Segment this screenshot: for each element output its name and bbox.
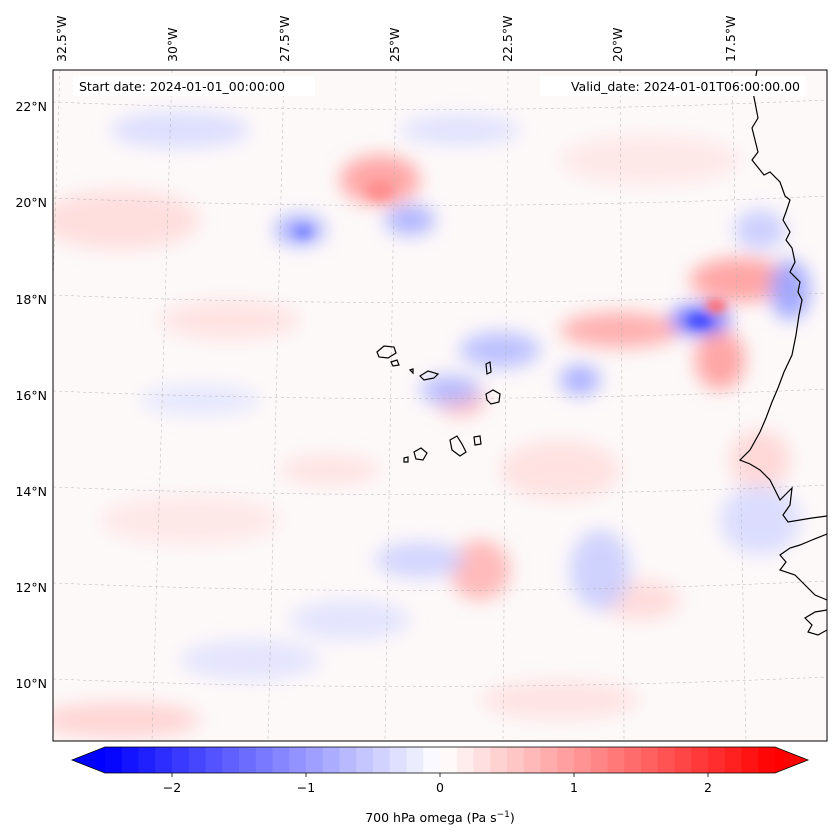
colorbar-segment [188, 747, 207, 773]
colorbar-segment [557, 747, 575, 773]
lat-label-18n: 18°N [15, 292, 47, 307]
colorbar-segment [373, 747, 391, 773]
colorbar-segment [239, 747, 257, 773]
island-maio [473, 435, 482, 446]
african-coastline [738, 70, 827, 523]
colorbar-segment [691, 747, 709, 773]
colorbar-segment [339, 747, 357, 773]
omega-field [53, 112, 810, 738]
colorbar-segment [641, 747, 659, 773]
coastline-south [779, 533, 827, 601]
lat-label-12n: 12°N [15, 580, 47, 595]
colorbar-segment [222, 747, 240, 773]
colorbar-tick-label: 0 [436, 780, 444, 795]
island-santiago [449, 435, 467, 457]
valid-date-box [540, 76, 806, 96]
colorbar-tick-label: −1 [297, 780, 315, 795]
colorbar-segment [423, 747, 441, 773]
latitude-labels: 22°N 20°N 18°N 16°N 14°N 12°N 10°N [15, 99, 47, 691]
colorbar-tick-label: 1 [570, 780, 578, 795]
start-date-text: Start date: 2024-01-01_00:00:00 [79, 79, 285, 94]
colorbar-segment [255, 747, 274, 773]
island-sal [485, 361, 492, 375]
colorbar-outline [70, 746, 810, 774]
gridlines [53, 70, 827, 741]
lat-label-14n: 14°N [15, 484, 47, 499]
colorbar-segment [389, 747, 408, 773]
colorbar-extend-min [72, 747, 105, 773]
colorbar-segment [590, 747, 609, 773]
colorbar-segment [406, 747, 424, 773]
colorbar-segment [272, 747, 290, 773]
valid-date-text: Valid_date: 2024-01-01T06:00:00.00 [571, 79, 800, 94]
colorbar-segment [490, 747, 508, 773]
map-frame [52, 69, 828, 742]
colorbar-tick-label: 2 [704, 780, 712, 795]
colorbar-segment [523, 747, 542, 773]
lon-label-32-5w: 32.5°W [54, 16, 69, 62]
lon-label-27-5w: 27.5°W [277, 16, 292, 62]
island-sao-nicolau [419, 370, 440, 381]
colorbar-segment [607, 747, 625, 773]
coastline-guinea [804, 609, 827, 636]
colorbar-extend-max [775, 747, 808, 773]
colorbar-segment [205, 747, 223, 773]
colorbar-segment [121, 747, 140, 773]
lon-label-25w: 25°W [387, 27, 402, 62]
colorbar-segment [473, 747, 491, 773]
island-brava [403, 456, 409, 463]
lon-label-20w: 20°W [610, 27, 625, 62]
colorbar-segment [624, 747, 642, 773]
island-santo-antao [376, 345, 397, 359]
colorbar-segment [456, 747, 475, 773]
lat-label-22n: 22°N [15, 99, 47, 114]
colorbar-segment [674, 747, 692, 773]
colorbar-segment [155, 747, 173, 773]
lat-label-16n: 16°N [15, 388, 47, 403]
colorbar-segment [289, 747, 307, 773]
island-boa-vista [485, 389, 501, 405]
colorbar-segment [540, 747, 558, 773]
lon-label-30w: 30°W [165, 27, 180, 62]
colorbar-segment [440, 747, 458, 773]
colorbar-segment [105, 747, 123, 773]
omega-field-cores [294, 180, 726, 327]
lat-label-20n: 20°N [15, 195, 47, 210]
colorbar-segment [574, 747, 592, 773]
colorbar-segment [138, 747, 156, 773]
colorbar-segment [657, 747, 676, 773]
island-small [408, 368, 414, 375]
lon-label-22-5w: 22.5°W [500, 16, 515, 62]
colorbar-tick-label: −2 [163, 780, 181, 795]
colorbar-segment [356, 747, 374, 773]
colorbar-segment [758, 747, 776, 773]
colorbar-segment [172, 747, 190, 773]
colorbar-label: 700 hPa omega (Pa s−1) [365, 810, 515, 825]
coastline [376, 70, 827, 636]
colorbar-ticks: −2 −1 0 1 2 [163, 773, 712, 795]
lat-label-10n: 10°N [15, 676, 47, 691]
colorbar [70, 746, 810, 774]
map-panel: Start date: 2024-01-01_00:00:00 Valid_da… [53, 70, 827, 741]
colorbar-segment [306, 747, 324, 773]
colorbar-segment [708, 747, 726, 773]
start-date-box [73, 76, 315, 96]
lon-label-17-5w: 17.5°W [723, 16, 738, 62]
island-sao-vicente [390, 359, 400, 367]
colorbar-segment [322, 747, 341, 773]
colorbar-segment [741, 747, 759, 773]
colorbar-segment [507, 747, 525, 773]
island-fogo [413, 447, 428, 461]
longitude-labels: 32.5°W 30°W 27.5°W 25°W 22.5°W 20°W 17.5… [54, 16, 738, 62]
colorbar-segment [724, 747, 743, 773]
